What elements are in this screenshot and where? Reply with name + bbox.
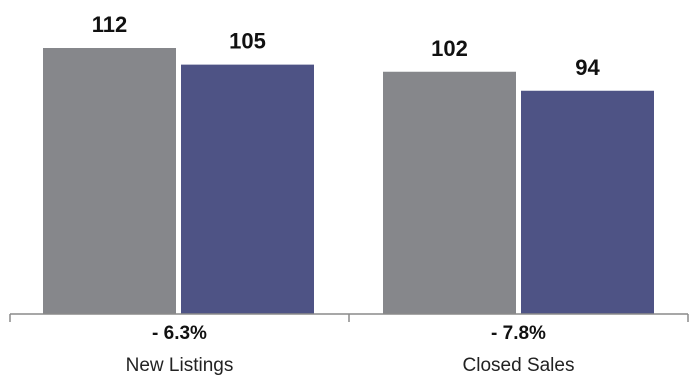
bar-new-listings-series-1 xyxy=(43,48,176,314)
x-axis xyxy=(9,313,689,322)
bars-group xyxy=(43,48,654,314)
bar-new-listings-series-2 xyxy=(181,64,314,314)
data-label: 105 xyxy=(229,29,266,54)
value-labels-group: 112 105 102 94 xyxy=(92,12,601,80)
data-label: 112 xyxy=(92,12,128,37)
category-label: Closed Sales xyxy=(463,355,575,376)
change-label: - 6.3% xyxy=(152,323,207,344)
data-label: 94 xyxy=(575,55,600,80)
bar-closed-sales-series-2 xyxy=(521,90,654,314)
bar-closed-sales-series-1 xyxy=(383,71,516,314)
data-label: 102 xyxy=(431,36,468,61)
category-label: New Listings xyxy=(126,355,234,376)
category-labels-group: New Listings Closed Sales xyxy=(126,355,575,376)
change-labels-group: - 6.3% - 7.8% xyxy=(152,323,546,344)
change-label: - 7.8% xyxy=(491,323,546,344)
